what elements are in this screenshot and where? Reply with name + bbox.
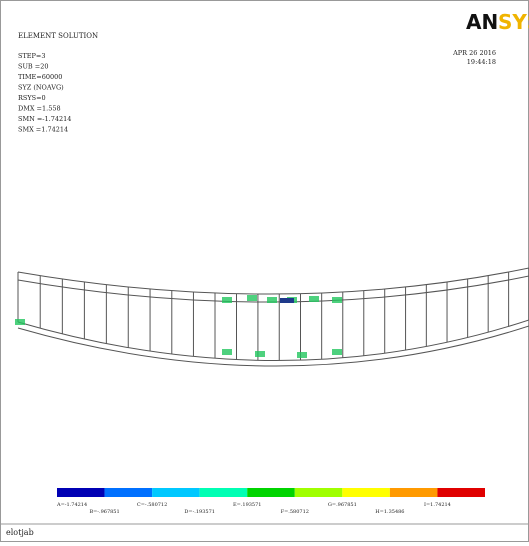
constraint-marker: [222, 297, 232, 303]
date: APR 26 2016: [452, 49, 496, 57]
legend-label: A=-1.74214: [56, 502, 87, 508]
legend-label: E=.193571: [233, 502, 262, 508]
color-band: [390, 488, 438, 497]
color-band: [200, 488, 248, 497]
legend-label: B=-.967851: [89, 509, 119, 515]
color-band: [105, 488, 153, 497]
header-line: STEP=3: [18, 52, 46, 60]
constraint-marker: [297, 352, 307, 358]
color-band: [342, 488, 390, 497]
color-band: [152, 488, 200, 497]
logo-an: AN: [466, 10, 498, 34]
frame: [1, 1, 529, 542]
constraint-marker: [222, 349, 232, 355]
legend-label: G=.967851: [328, 502, 357, 508]
color-band: [437, 488, 485, 497]
header-line: SMX =1.74214: [18, 126, 68, 134]
hotspot: [280, 298, 294, 303]
ansys-window: ELEMENT SOLUTION STEP=3 SUB =20 TIME=60000…: [0, 0, 529, 542]
legend-label: I=1.74214: [424, 502, 451, 508]
legend-label: C=-.580712: [137, 502, 167, 508]
header-line: TIME=60000: [18, 73, 62, 81]
logo-sys: SYS: [498, 10, 529, 34]
constraint-marker: [15, 319, 25, 325]
time: 19:44:18: [467, 58, 496, 66]
constraint-marker: [255, 351, 265, 357]
header-line: DMX =1.558: [18, 105, 61, 113]
constraint-marker: [309, 296, 319, 302]
constraint-marker: [332, 349, 342, 355]
constraint-marker: [332, 297, 342, 303]
color-bar: [57, 488, 485, 497]
header-line: SYZ (NOAVG): [18, 84, 64, 92]
header-line: SMN =-1.74214: [18, 115, 71, 123]
footer: elotjab: [6, 528, 34, 537]
title: ELEMENT SOLUTION: [18, 32, 98, 40]
constraint-marker: [267, 297, 277, 303]
constraint-marker: [247, 295, 257, 301]
header-line: SUB =20: [18, 63, 49, 71]
header-line: RSYS=0: [18, 94, 46, 102]
color-band: [295, 488, 343, 497]
legend-label: D=-.193571: [184, 509, 215, 515]
color-band: [57, 488, 105, 497]
legend-label: F=.580712: [281, 509, 309, 515]
legend-label: H=1.35486: [375, 509, 404, 515]
color-band: [247, 488, 295, 497]
